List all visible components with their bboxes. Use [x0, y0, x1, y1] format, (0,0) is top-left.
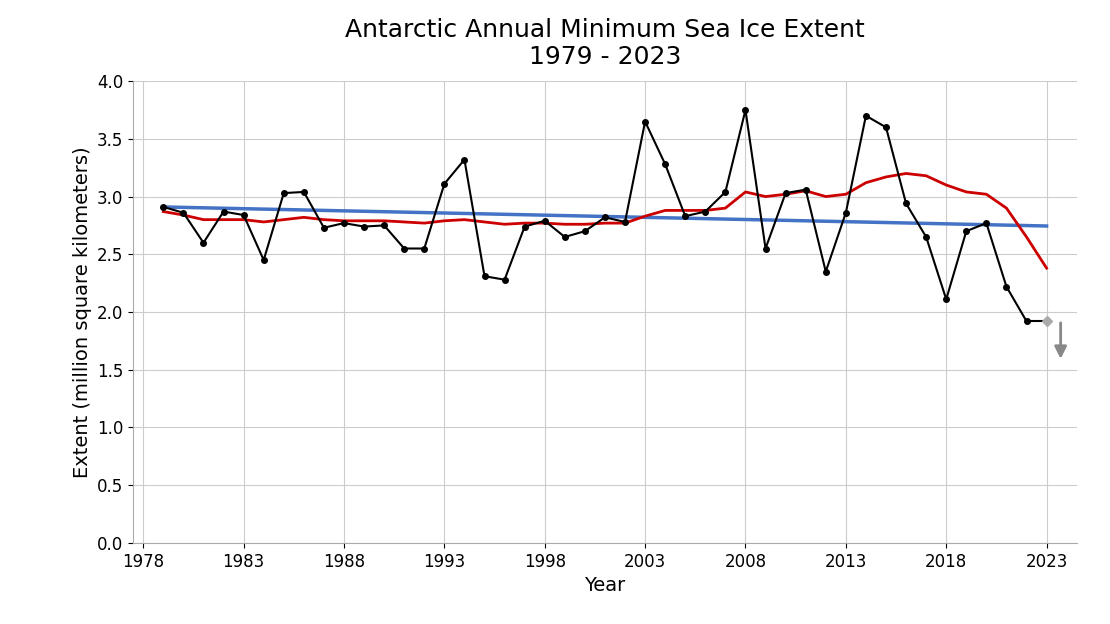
Title: Antarctic Annual Minimum Sea Ice Extent
1979 - 2023: Antarctic Annual Minimum Sea Ice Extent … [345, 17, 865, 69]
Y-axis label: Extent (million square kilometers): Extent (million square kilometers) [72, 146, 91, 478]
X-axis label: Year: Year [584, 576, 626, 595]
